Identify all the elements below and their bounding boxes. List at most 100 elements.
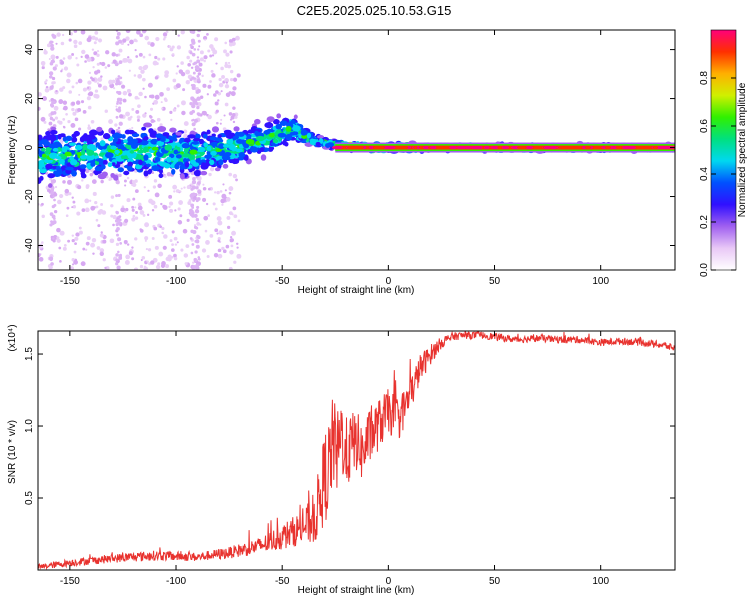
spectrogram-cell — [189, 111, 194, 115]
spectrogram-cell — [38, 92, 42, 97]
snr-frame — [37, 330, 676, 571]
spectrogram-cell — [67, 179, 72, 185]
spectrogram-cell — [115, 262, 119, 266]
spectrogram-cell — [50, 126, 57, 131]
spectrogram-cell — [202, 110, 207, 116]
spectrogram-cell — [73, 44, 78, 49]
spectrogram-cell — [213, 252, 219, 258]
spectrogram-cell — [136, 30, 141, 35]
spectrogram-cell — [39, 168, 47, 174]
spectrogram-cell — [194, 264, 198, 268]
spectrogram-cell — [148, 198, 154, 204]
spectrogram-cell — [81, 208, 86, 212]
spectrogram-cell — [183, 137, 191, 143]
spectrogram-cell — [153, 204, 158, 209]
x-tick-label: -150 — [60, 576, 80, 587]
spectrogram-cell — [71, 238, 75, 243]
spectrogram-cell — [100, 203, 104, 206]
spectrogram-cell — [76, 63, 80, 67]
spectrogram-cell — [207, 187, 211, 191]
spectrogram-cell — [150, 119, 155, 124]
spectrogram-cell — [81, 49, 86, 55]
spectrogram-cell — [160, 137, 166, 142]
spectrogram-cell — [87, 36, 92, 40]
spectrogram-cell — [126, 88, 131, 93]
spectrogram-cell — [41, 214, 45, 219]
spectrogram-cell — [144, 35, 150, 41]
spectrogram-cell — [45, 131, 51, 136]
spectrogram-cell — [626, 145, 637, 150]
spectrogram-cell — [184, 161, 190, 168]
spectrogram-cell — [151, 237, 155, 240]
spectrogram-cell — [130, 115, 133, 119]
spectrogram-cell — [214, 167, 221, 172]
spectrogram-cell — [51, 179, 56, 184]
spectrogram-cell — [38, 159, 45, 167]
spectrogram-cell — [153, 226, 158, 231]
spectrogram-cell — [50, 129, 58, 135]
spectrogram-cell — [131, 133, 140, 138]
spectrogram-cell — [62, 180, 66, 184]
spectrogram-cell — [165, 264, 170, 269]
spectrogram-cell — [70, 122, 76, 128]
spectrogram-cell — [70, 158, 78, 166]
spectrogram-cell — [218, 77, 222, 82]
spectrogram-cell — [59, 193, 64, 199]
spectrogram-cell — [531, 145, 539, 150]
spectrogram-cell — [162, 37, 166, 41]
spectrogram-cell — [217, 134, 222, 139]
spectrogram-cell — [80, 30, 86, 35]
spectrogram-cell — [161, 260, 166, 266]
spectrogram-cell — [180, 61, 184, 65]
spectrogram-cell — [131, 208, 135, 212]
spectrogram-cell — [104, 266, 107, 270]
spectrogram-cell — [78, 226, 82, 230]
spectrogram-cell — [49, 152, 58, 159]
spectrogram-cell — [197, 189, 201, 193]
spectrogram-cell — [289, 131, 296, 136]
spectrogram-cell — [110, 172, 116, 178]
spectrogram-cell — [216, 190, 220, 195]
spectrogram-cell — [100, 149, 106, 154]
spectrogram-cell — [211, 73, 216, 78]
spectrogram-cell — [140, 132, 145, 139]
y-tick-label: 0 — [24, 144, 35, 150]
spectrogram-cell — [228, 186, 234, 191]
spectrogram-cell — [71, 196, 74, 199]
spectrogram-cell — [143, 170, 149, 177]
spectrogram-cell — [88, 199, 92, 202]
spectrogram-cell — [48, 183, 53, 188]
spectrogram-cell — [233, 214, 238, 219]
spectrogram-cell — [71, 234, 75, 237]
spectrogram-cell — [81, 179, 84, 182]
spectrogram-cell — [214, 37, 219, 42]
spectrogram-cell — [153, 99, 159, 105]
spectrogram-cell — [315, 141, 321, 147]
spectrogram-cell — [206, 93, 209, 96]
spectrogram-cell — [639, 145, 645, 150]
spectrogram-cell — [162, 32, 168, 37]
spectrogram-cell — [153, 179, 158, 183]
spectrogram-cell — [49, 75, 53, 79]
spectrogram-cell — [206, 129, 211, 135]
spectrogram-cell — [93, 206, 96, 209]
spectrogram-cell — [185, 244, 190, 249]
spectrogram-cell — [160, 101, 163, 104]
spectrogram-cell — [125, 111, 131, 117]
spectrogram-cell — [144, 236, 149, 241]
spectrogram-cell — [191, 103, 196, 109]
spectrogram-cell — [192, 267, 196, 270]
spectrogram-cell — [217, 248, 222, 253]
spectrogram-cell — [284, 142, 289, 147]
spectrogram-cell — [140, 69, 145, 74]
spectrogram-cell — [99, 251, 104, 256]
spectrogram-cell — [118, 173, 122, 178]
spectrogram-cell — [189, 59, 193, 63]
spectrogram-cell — [96, 246, 101, 250]
x-tick-label: -150 — [60, 276, 80, 287]
spectrogram-cell — [152, 60, 158, 66]
spectrogram-cell — [123, 170, 130, 176]
spectrogram-cell — [237, 219, 241, 223]
spectrogram-cell — [212, 202, 216, 206]
spectrogram-cell — [163, 97, 167, 101]
